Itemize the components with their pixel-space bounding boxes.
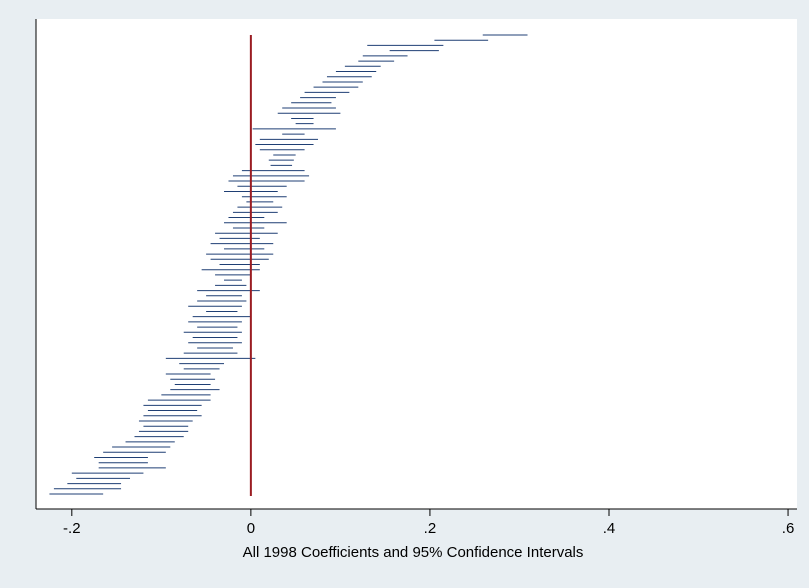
x-axis-label: All 1998 Coefficients and 95% Confidence… xyxy=(243,544,584,561)
interval-series xyxy=(49,34,528,495)
x-tick-label: -.2 xyxy=(63,520,81,537)
x-tick-label: .6 xyxy=(782,520,795,537)
plot-area xyxy=(36,19,797,509)
x-axis-ticks: -.2 0 .2 .4 .6 xyxy=(63,509,794,537)
x-tick-label: .4 xyxy=(603,520,616,537)
x-tick-label: .2 xyxy=(424,520,437,537)
x-tick-label: 0 xyxy=(247,520,255,537)
